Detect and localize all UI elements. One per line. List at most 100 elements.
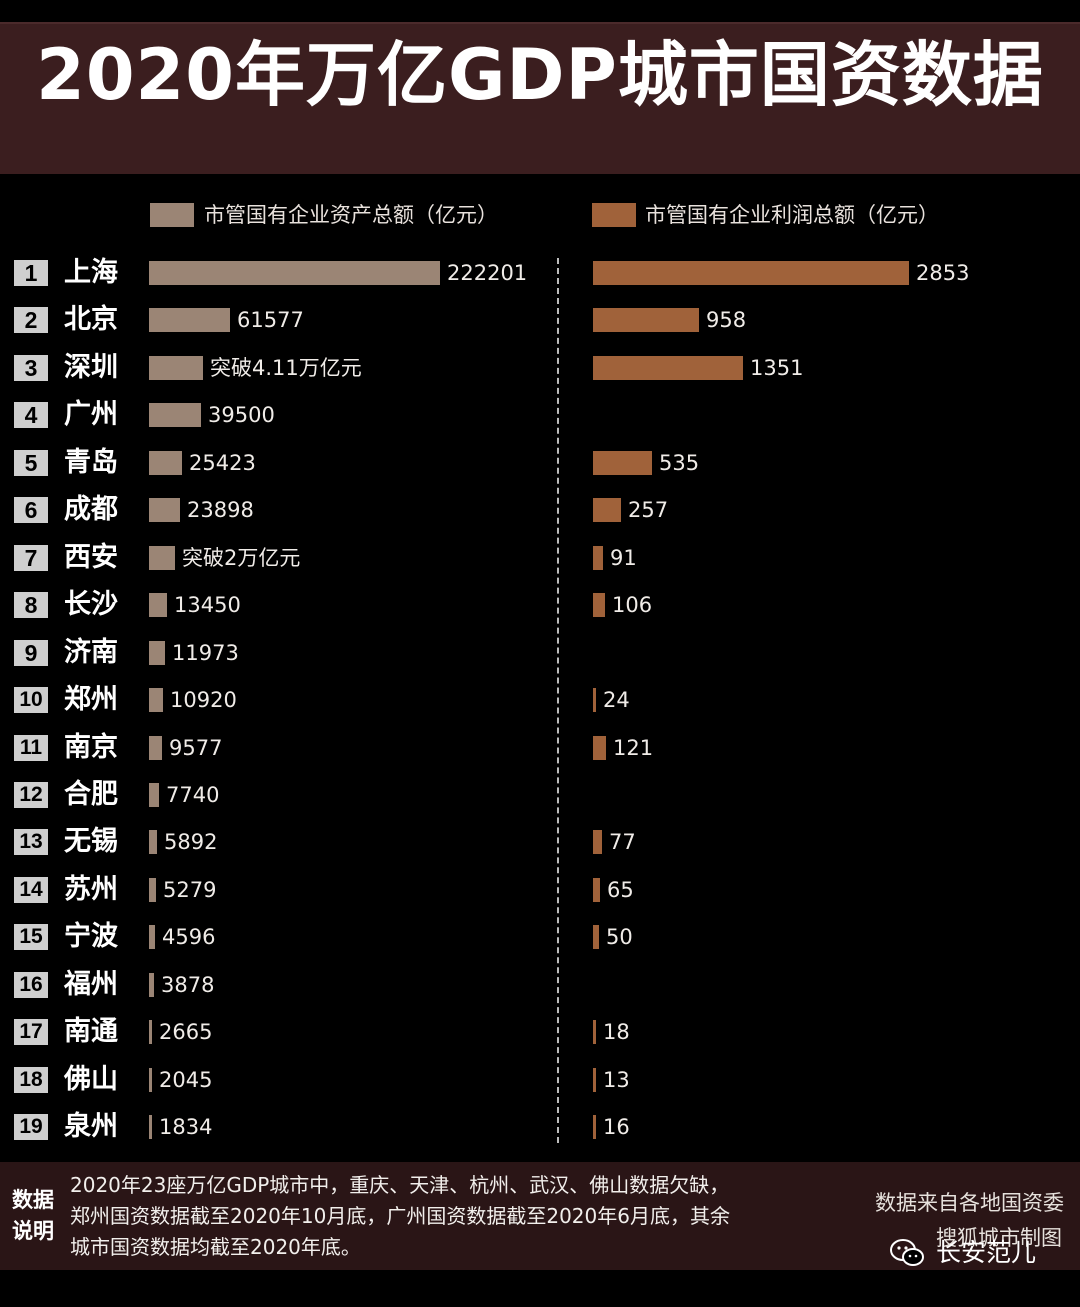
rank-badge: 16 (14, 972, 48, 998)
profit-bar (593, 356, 743, 380)
city-label: 西安 (64, 542, 118, 573)
asset-bar (149, 688, 163, 712)
asset-value-label: 1834 (159, 1115, 213, 1139)
asset-bar (149, 451, 182, 475)
asset-bar (149, 308, 230, 332)
watermark-text: 长安范儿 (936, 1238, 1037, 1267)
city-label: 深圳 (64, 352, 118, 383)
profit-value-label: 77 (609, 830, 636, 854)
city-label: 南通 (64, 1016, 118, 1047)
rank-badge: 5 (14, 450, 48, 476)
city-label: 长沙 (64, 589, 118, 620)
profit-bar (593, 1068, 596, 1092)
legend-profit-label: 市管国有企业利润总额（亿元） (645, 203, 939, 227)
rank-badge: 6 (14, 497, 48, 523)
note-line-3: 城市国资数据均截至2020年底。 (70, 1235, 361, 1259)
rank-badge: 3 (14, 355, 48, 381)
profit-bar (593, 308, 699, 332)
profit-value-label: 958 (706, 308, 747, 332)
rank-badge: 2 (14, 307, 48, 333)
rank-badge: 9 (14, 640, 48, 666)
profit-value-label: 2853 (916, 261, 970, 285)
asset-value-label: 25423 (189, 451, 256, 475)
asset-value-label: 5279 (163, 878, 217, 902)
source-text: 数据来自各地国资委 (875, 1191, 1064, 1215)
profit-bar (593, 688, 596, 712)
asset-bar (149, 356, 203, 380)
asset-value-label: 39500 (208, 403, 275, 427)
asset-bar (149, 973, 154, 997)
profit-bar (593, 736, 606, 760)
profit-value-label: 1351 (750, 356, 804, 380)
city-label: 南京 (64, 732, 118, 763)
city-label: 北京 (64, 304, 118, 335)
city-label: 泉州 (64, 1111, 118, 1142)
city-label: 济南 (64, 637, 118, 668)
rank-badge: 13 (14, 829, 48, 855)
asset-value-label: 222201 (447, 261, 528, 285)
asset-value-label: 2665 (159, 1020, 213, 1044)
profit-bar (593, 878, 600, 902)
profit-bar (593, 1115, 596, 1139)
dashed-divider (557, 258, 559, 1143)
rank-badge: 4 (14, 402, 48, 428)
profit-value-label: 65 (607, 878, 634, 902)
legend-asset-label: 市管国有企业资产总额（亿元） (204, 203, 498, 227)
asset-value-label: 5892 (164, 830, 218, 854)
city-label: 郑州 (64, 684, 118, 715)
city-label: 无锡 (64, 826, 118, 857)
profit-value-label: 18 (603, 1020, 630, 1044)
profit-value-label: 50 (606, 925, 633, 949)
asset-value-label: 3878 (161, 973, 215, 997)
city-label: 佛山 (64, 1064, 118, 1095)
rank-badge: 19 (14, 1114, 48, 1140)
asset-bar (149, 878, 156, 902)
city-label: 成都 (64, 494, 118, 525)
profit-bar (593, 451, 652, 475)
note-label: 数据说明 (12, 1188, 54, 1243)
asset-value-label: 4596 (162, 925, 216, 949)
profit-bar (593, 261, 909, 285)
asset-bar (149, 925, 155, 949)
profit-bar (593, 498, 621, 522)
rank-badge: 1 (14, 260, 48, 286)
wechat-icon (890, 1239, 924, 1266)
asset-value-label: 23898 (187, 498, 254, 522)
asset-value-label: 13450 (174, 593, 241, 617)
profit-value-label: 106 (612, 593, 653, 617)
asset-bar (149, 261, 440, 285)
rank-badge: 18 (14, 1067, 48, 1093)
asset-bar (149, 1115, 152, 1139)
asset-value-label: 61577 (237, 308, 304, 332)
rank-badge: 11 (14, 735, 48, 761)
profit-value-label: 16 (603, 1115, 630, 1139)
profit-bar (593, 593, 605, 617)
asset-value-label: 2045 (159, 1068, 213, 1092)
profit-value-label: 121 (613, 736, 654, 760)
city-label: 宁波 (64, 921, 118, 952)
profit-bar (593, 830, 602, 854)
asset-value-label: 11973 (172, 641, 239, 665)
rank-badge: 12 (14, 782, 48, 808)
asset-bar (149, 830, 157, 854)
profit-value-label: 257 (628, 498, 669, 522)
title-bar (0, 22, 1080, 174)
asset-bar (149, 736, 162, 760)
note-bar (0, 1162, 1080, 1270)
asset-value-label: 9577 (169, 736, 223, 760)
rank-badge: 10 (14, 687, 48, 713)
profit-bar (593, 925, 599, 949)
asset-bar (149, 1068, 152, 1092)
asset-bar (149, 783, 159, 807)
asset-value-label: 突破2万亿元 (182, 546, 301, 570)
profit-value-label: 535 (659, 451, 700, 475)
asset-bar (149, 641, 165, 665)
legend-profit-swatch (592, 203, 636, 227)
asset-value-label: 7740 (166, 783, 220, 807)
rank-badge: 8 (14, 592, 48, 618)
asset-bar (149, 403, 201, 427)
city-label: 福州 (64, 969, 118, 1000)
rank-badge: 17 (14, 1019, 48, 1045)
profit-value-label: 91 (610, 546, 637, 570)
profit-value-label: 13 (603, 1068, 630, 1092)
